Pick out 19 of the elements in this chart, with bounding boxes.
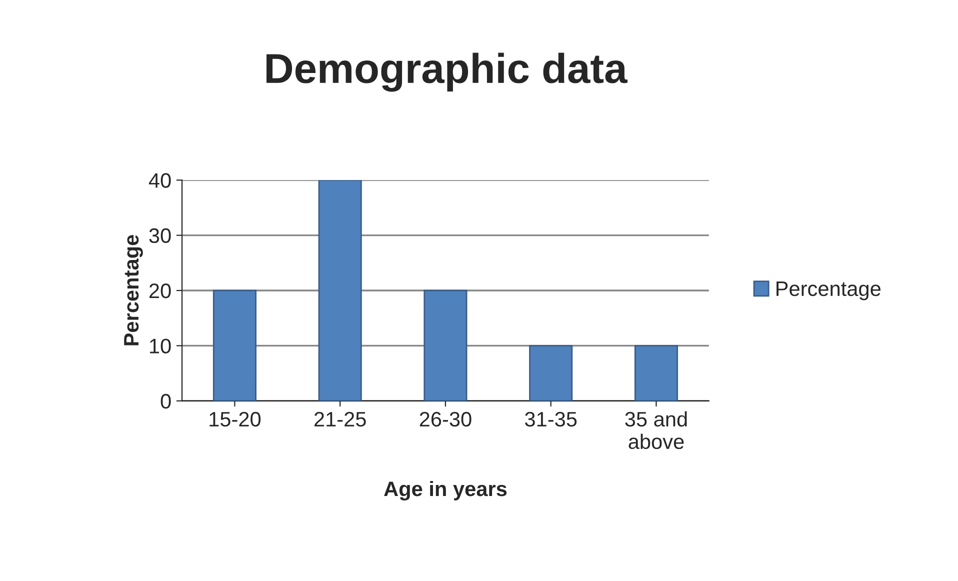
y-axis-title: Percentage (124, 235, 143, 346)
y-tick-label: 0 (160, 394, 171, 409)
x-tick-label: 31-35 (525, 412, 577, 427)
bar (318, 180, 362, 401)
y-tick-label: 30 (149, 228, 171, 244)
bar (634, 345, 678, 401)
y-tick-label: 40 (148, 173, 171, 188)
chart-title: Demographic data (266, 52, 628, 92)
x-tick-label: 26-30 (420, 412, 472, 427)
x-tick-label: 15-20 (210, 412, 261, 427)
y-tick-label: 20 (149, 284, 171, 298)
bar (212, 290, 256, 401)
x-axis-title: Age in years (384, 480, 507, 500)
bar (424, 290, 468, 401)
legend-label: Percentage (776, 282, 880, 300)
x-tick-label: 21-25 (314, 412, 366, 427)
bar (529, 345, 573, 401)
y-tick-label: 10 (150, 338, 171, 354)
x-tick-label: 35 and above (625, 411, 687, 450)
